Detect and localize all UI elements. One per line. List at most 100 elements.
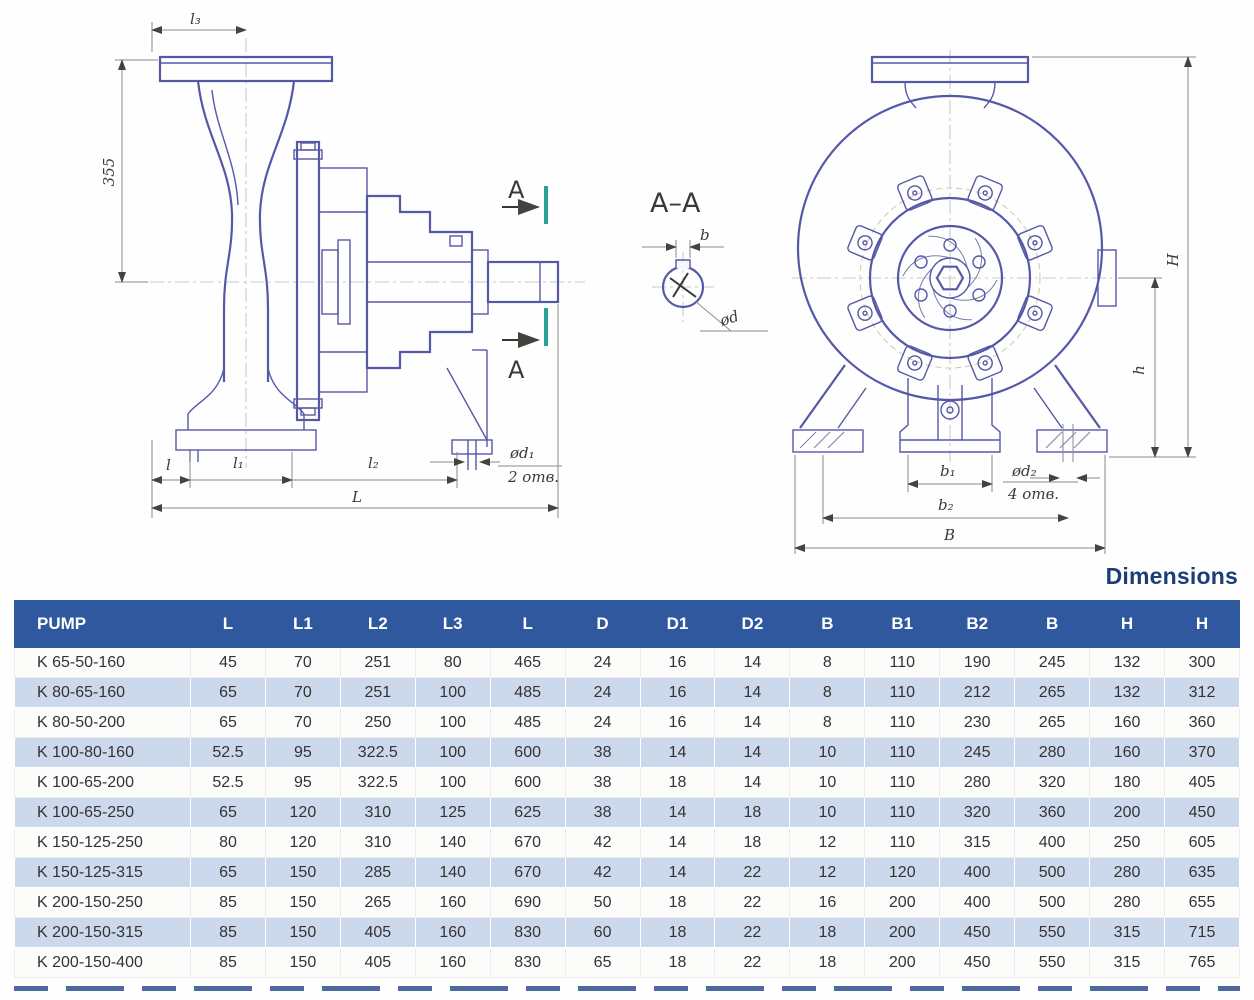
column-header-l-1: L [190,600,266,648]
dimension-cell: 110 [864,827,941,858]
dimension-cell: 16 [639,677,716,708]
dim-l-label: l [166,456,171,474]
column-header-h-14: H [1163,600,1241,648]
dimension-cell: 14 [639,827,716,858]
dim-d1-holes-label: 2 отв. [507,468,559,486]
dimension-cell: 24 [564,707,641,738]
dimension-cell: 14 [714,677,791,708]
dim-l1-label: l₁ [233,454,244,472]
header-row: PUMP L L1 L2 L3 L D D1 D2 B B1 B2 B H H [14,600,1241,648]
dimension-cell: 310 [339,797,416,828]
dim-355-label: 355 [100,158,118,187]
dimension-cell: 120 [264,797,341,828]
dimension-cell: 200 [1089,797,1165,828]
dimension-cell: 8 [789,677,866,708]
dimension-cell: 52.5 [190,737,266,768]
dimension-cell: 320 [939,797,1016,828]
dimension-cell: 100 [414,707,491,738]
dimension-cell: 160 [414,887,491,918]
dimension-cell: 42 [564,857,641,888]
dim-d2-holes-label: 4 отв. [1007,485,1059,503]
dimension-cell: 250 [339,707,416,738]
dimension-cell: 14 [714,647,791,678]
dimension-cell: 322.5 [339,767,416,798]
dimension-cell: 85 [190,947,266,978]
column-header-l2-3: L2 [339,600,416,648]
dimension-cell: 65 [190,797,266,828]
dimension-cell: 212 [939,677,1016,708]
dimension-cell: 655 [1163,887,1241,918]
table-row: K 100-65-200 52.5 95 322.5 100 600 38 18 14 10 110… [14,767,1241,798]
dimension-cell: 450 [1163,797,1241,828]
dimension-cell: 14 [714,707,791,738]
pump-model-cell: K 150-125-315 [14,857,191,888]
dimension-cell: 24 [564,647,641,678]
dimension-cell: 670 [489,857,566,888]
dim-B-label: B [943,526,955,544]
section-title: A–A [650,188,701,219]
dimension-cell: 18 [639,887,716,918]
dimension-cell: 110 [864,677,941,708]
dimension-cell: 120 [264,827,341,858]
dimension-cell: 251 [339,677,416,708]
dimension-cell: 160 [414,917,491,948]
dimension-cell: 485 [489,677,566,708]
dimension-cell: 60 [564,917,641,948]
column-header-d1-7: D1 [639,600,716,648]
impeller-vanes [902,235,998,321]
pump-model-cell: K 65-50-160 [14,647,191,678]
column-header-b-9: B [789,600,866,648]
dimension-cell: 160 [414,947,491,978]
dimensions-table: PUMP L L1 L2 L3 L D D1 D2 B B1 B2 B H H K 65-50-160 45 7… [14,600,1241,978]
dim-d2-label: ød₂ [1011,462,1037,480]
dimension-cell: 52.5 [190,767,266,798]
dimension-cell: 120 [864,857,941,888]
dimension-cell: 18 [789,947,866,978]
dimension-cell: 140 [414,827,491,858]
dimension-cell: 830 [489,947,566,978]
dimension-cell: 500 [1014,857,1091,888]
column-header-d2-8: D2 [714,600,791,648]
dimension-cell: 485 [489,707,566,738]
dimension-cell: 315 [1089,917,1165,948]
dimension-cell: 635 [1163,857,1241,888]
dimension-cell: 80 [190,827,266,858]
table-row: K 100-65-250 65 120 310 125 625 38 14 18 10 110 320… [14,797,1241,828]
dimension-cell: 38 [564,767,641,798]
dim-b2-label: b₂ [938,496,954,514]
pump-model-cell: K 200-150-400 [14,947,191,978]
dimension-cell: 600 [489,767,566,798]
pump-model-cell: K 100-65-200 [14,767,191,798]
dimension-cell: 16 [789,887,866,918]
dimension-cell: 85 [190,917,266,948]
column-header-b2-11: B2 [939,600,1016,648]
dimension-cell: 550 [1014,947,1091,978]
dimension-cell: 18 [639,917,716,948]
table-row: K 150-125-315 65 150 285 140 670 42 14 22 12 120 40… [14,857,1241,888]
dimension-cell: 110 [864,647,941,678]
dimension-cell: 110 [864,767,941,798]
section-mark-a-top: A [508,176,525,204]
dimension-cell: 400 [939,857,1016,888]
dimension-cell: 22 [714,947,791,978]
dimension-cell: 605 [1163,827,1241,858]
dimension-cell: 10 [789,737,866,768]
dimension-cell: 715 [1163,917,1241,948]
dimension-cell: 12 [789,827,866,858]
dimension-cell: 320 [1014,767,1091,798]
dimension-cell: 18 [714,827,791,858]
dimension-cell: 150 [264,887,341,918]
bolt-lugs [847,175,1053,381]
dimension-cell: 160 [1089,737,1165,768]
dimension-cell: 125 [414,797,491,828]
dimension-cell: 360 [1014,797,1091,828]
dimension-cell: 80 [414,647,491,678]
dimension-cell: 200 [864,947,941,978]
cut-off-row-strip [14,986,1240,991]
dimension-cell: 8 [789,707,866,738]
column-header-l-5: L [489,600,566,648]
pump-model-cell: K 200-150-315 [14,917,191,948]
pump-model-cell: K 80-65-160 [14,677,191,708]
dimension-cell: 95 [264,737,341,768]
